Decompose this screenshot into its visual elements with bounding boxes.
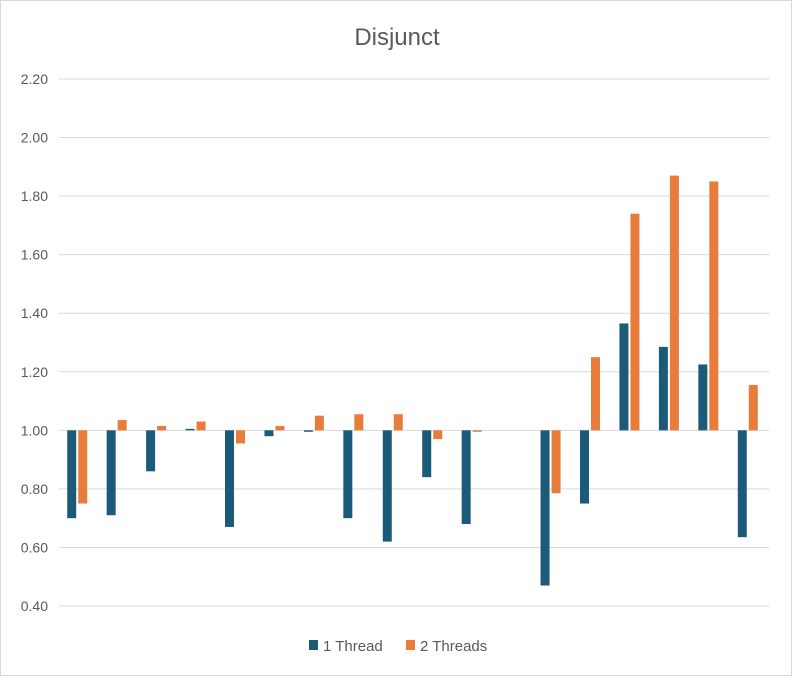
bar-series-1 bbox=[67, 430, 77, 519]
legend-swatch bbox=[309, 640, 318, 650]
y-tick-label: 2.00 bbox=[21, 130, 48, 146]
y-tick-label: 1.80 bbox=[21, 188, 48, 204]
y-tick-label: 1.00 bbox=[21, 422, 48, 438]
bar-series-2 bbox=[630, 213, 640, 431]
bar-series-2 bbox=[669, 175, 679, 431]
bar-series-2 bbox=[591, 357, 600, 431]
legend-swatch bbox=[406, 640, 415, 650]
bar-series-2 bbox=[709, 181, 719, 431]
bar-series-1 bbox=[185, 428, 195, 431]
bar-series-2 bbox=[236, 430, 245, 444]
bar-series-1 bbox=[540, 430, 550, 586]
bar-series-2 bbox=[472, 430, 482, 432]
bar-series-1 bbox=[343, 430, 353, 519]
bar-series-2 bbox=[393, 414, 403, 431]
bar-series-2 bbox=[551, 430, 561, 494]
bar-series-2 bbox=[196, 421, 206, 431]
bar-series-1 bbox=[698, 364, 708, 431]
y-tick-label: 0.40 bbox=[21, 598, 48, 614]
y-tick-label: 1.20 bbox=[21, 364, 48, 380]
bar-series-1 bbox=[264, 430, 274, 437]
bar-series-1 bbox=[382, 430, 392, 542]
bar-series-2 bbox=[157, 425, 167, 431]
bar-series-1 bbox=[461, 430, 471, 525]
bar-series-1 bbox=[619, 323, 629, 431]
bar-series-1 bbox=[737, 430, 747, 538]
y-tick-label: 0.80 bbox=[21, 481, 48, 497]
bar-series-1 bbox=[106, 430, 116, 516]
legend-item: 1 Thread bbox=[309, 638, 383, 655]
bar-series-1 bbox=[658, 346, 668, 431]
legend-item: 2 Threads bbox=[406, 638, 487, 655]
bar-series-2 bbox=[748, 384, 758, 431]
bar-series-2 bbox=[117, 420, 127, 431]
y-tick-label: 1.60 bbox=[21, 247, 48, 263]
y-axis-ticks: 0.40 0.60 0.80 1.00 1.20 1.40 1.60 1.80 2.00 2.20 bbox=[21, 71, 48, 614]
bars bbox=[67, 175, 758, 586]
bar-series-2 bbox=[354, 414, 364, 431]
bar-series-1 bbox=[580, 430, 589, 504]
y-tick-label: 2.20 bbox=[21, 71, 48, 87]
legend: 1 Thread 2 Threads bbox=[309, 638, 487, 655]
legend-label: 1 Thread bbox=[323, 638, 383, 655]
bar-series-2 bbox=[275, 425, 285, 431]
bar-series-1 bbox=[146, 430, 156, 472]
bar-series-1 bbox=[303, 430, 313, 432]
y-tick-label: 0.60 bbox=[21, 539, 48, 555]
legend-label: 2 Threads bbox=[420, 638, 487, 655]
bar-series-1 bbox=[225, 430, 234, 527]
bar-series-1 bbox=[422, 430, 432, 478]
chart-title: Disjunct bbox=[354, 24, 440, 51]
bar-series-2 bbox=[78, 430, 88, 504]
gridlines bbox=[59, 78, 769, 607]
y-tick-label: 1.40 bbox=[21, 305, 48, 321]
bar-series-2 bbox=[314, 415, 324, 431]
bar-series-2 bbox=[433, 430, 443, 440]
